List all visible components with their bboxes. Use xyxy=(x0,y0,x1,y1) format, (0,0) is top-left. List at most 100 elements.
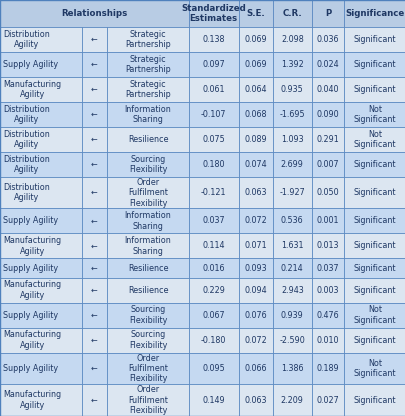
Text: 1.631: 1.631 xyxy=(280,241,303,250)
Bar xyxy=(188,208,238,233)
Bar xyxy=(107,127,188,152)
Bar xyxy=(238,208,272,233)
Bar xyxy=(81,328,107,353)
Bar xyxy=(311,127,343,152)
Text: ←: ← xyxy=(91,188,98,197)
Bar xyxy=(311,0,343,27)
Bar xyxy=(238,353,272,384)
Bar xyxy=(0,0,188,27)
Text: ←: ← xyxy=(91,396,98,405)
Text: Order
Fulfilment
Flexibility: Order Fulfilment Flexibility xyxy=(128,178,168,208)
Bar xyxy=(343,0,405,27)
Bar xyxy=(107,302,188,328)
Text: P: P xyxy=(324,9,330,18)
Text: Significant: Significant xyxy=(353,60,395,69)
Bar xyxy=(272,0,311,27)
Text: ←: ← xyxy=(91,35,98,44)
Text: Manufacturing
Agility: Manufacturing Agility xyxy=(3,330,61,350)
Bar xyxy=(238,0,272,27)
Bar xyxy=(0,27,81,52)
Bar xyxy=(107,102,188,127)
Bar xyxy=(107,152,188,177)
Bar xyxy=(343,258,405,277)
Text: 0.037: 0.037 xyxy=(316,264,338,272)
Bar xyxy=(81,52,107,77)
Text: Distribution
Agility: Distribution Agility xyxy=(3,30,50,49)
Bar xyxy=(272,328,311,353)
Bar xyxy=(343,77,405,102)
Text: 0.476: 0.476 xyxy=(316,311,338,319)
Bar xyxy=(0,177,81,208)
Bar xyxy=(311,328,343,353)
Bar xyxy=(107,233,188,258)
Bar xyxy=(311,52,343,77)
Text: 0.027: 0.027 xyxy=(316,396,339,405)
Bar xyxy=(188,152,238,177)
Text: 0.114: 0.114 xyxy=(202,241,224,250)
Bar xyxy=(188,102,238,127)
Text: 0.072: 0.072 xyxy=(244,216,266,225)
Bar xyxy=(188,27,238,52)
Text: 0.229: 0.229 xyxy=(202,286,225,295)
Text: ←: ← xyxy=(91,264,98,272)
Text: Not
Significant: Not Significant xyxy=(353,130,395,149)
Bar xyxy=(188,77,238,102)
Text: Supply Agility: Supply Agility xyxy=(3,264,58,272)
Text: Information
Sharing: Information Sharing xyxy=(124,236,171,256)
Text: Manufacturing
Agility: Manufacturing Agility xyxy=(3,391,61,410)
Text: ←: ← xyxy=(91,160,98,169)
Text: 0.095: 0.095 xyxy=(202,364,224,373)
Bar xyxy=(107,77,188,102)
Bar xyxy=(188,258,238,277)
Bar xyxy=(0,302,81,328)
Bar xyxy=(343,177,405,208)
Text: ←: ← xyxy=(91,60,98,69)
Text: Strategic
Partnership: Strategic Partnership xyxy=(125,30,171,49)
Text: Significance: Significance xyxy=(345,9,404,18)
Bar xyxy=(272,152,311,177)
Bar xyxy=(81,302,107,328)
Bar xyxy=(0,77,81,102)
Text: Not
Significant: Not Significant xyxy=(353,305,395,325)
Text: 0.291: 0.291 xyxy=(316,135,339,144)
Text: 0.089: 0.089 xyxy=(244,135,266,144)
Bar xyxy=(272,177,311,208)
Text: 0.013: 0.013 xyxy=(316,241,338,250)
Text: Strategic
Partnership: Strategic Partnership xyxy=(125,79,171,99)
Text: Significant: Significant xyxy=(353,85,395,94)
Bar xyxy=(0,353,81,384)
Bar xyxy=(81,152,107,177)
Bar xyxy=(272,208,311,233)
Text: 0.067: 0.067 xyxy=(202,311,224,319)
Text: Information
Sharing: Information Sharing xyxy=(124,211,171,230)
Text: Manufacturing
Agility: Manufacturing Agility xyxy=(3,79,61,99)
Bar xyxy=(81,77,107,102)
Bar xyxy=(311,27,343,52)
Text: 0.069: 0.069 xyxy=(244,35,266,44)
Bar xyxy=(107,52,188,77)
Bar xyxy=(238,328,272,353)
Text: 0.001: 0.001 xyxy=(316,216,338,225)
Bar xyxy=(188,233,238,258)
Bar xyxy=(188,384,238,416)
Bar xyxy=(343,328,405,353)
Text: 0.061: 0.061 xyxy=(202,85,224,94)
Bar xyxy=(272,258,311,277)
Bar xyxy=(311,102,343,127)
Text: Information
Sharing: Information Sharing xyxy=(124,105,171,124)
Text: ←: ← xyxy=(91,336,98,344)
Bar xyxy=(272,102,311,127)
Bar xyxy=(343,277,405,302)
Text: 0.063: 0.063 xyxy=(244,396,266,405)
Text: -0.121: -0.121 xyxy=(200,188,226,197)
Text: Sourcing
Flexibility: Sourcing Flexibility xyxy=(128,155,167,174)
Text: 0.074: 0.074 xyxy=(244,160,266,169)
Text: 0.069: 0.069 xyxy=(244,60,266,69)
Text: 0.007: 0.007 xyxy=(316,160,338,169)
Bar xyxy=(238,127,272,152)
Bar xyxy=(272,384,311,416)
Bar xyxy=(311,233,343,258)
Text: -1.695: -1.695 xyxy=(279,110,304,119)
Bar xyxy=(81,353,107,384)
Bar xyxy=(238,27,272,52)
